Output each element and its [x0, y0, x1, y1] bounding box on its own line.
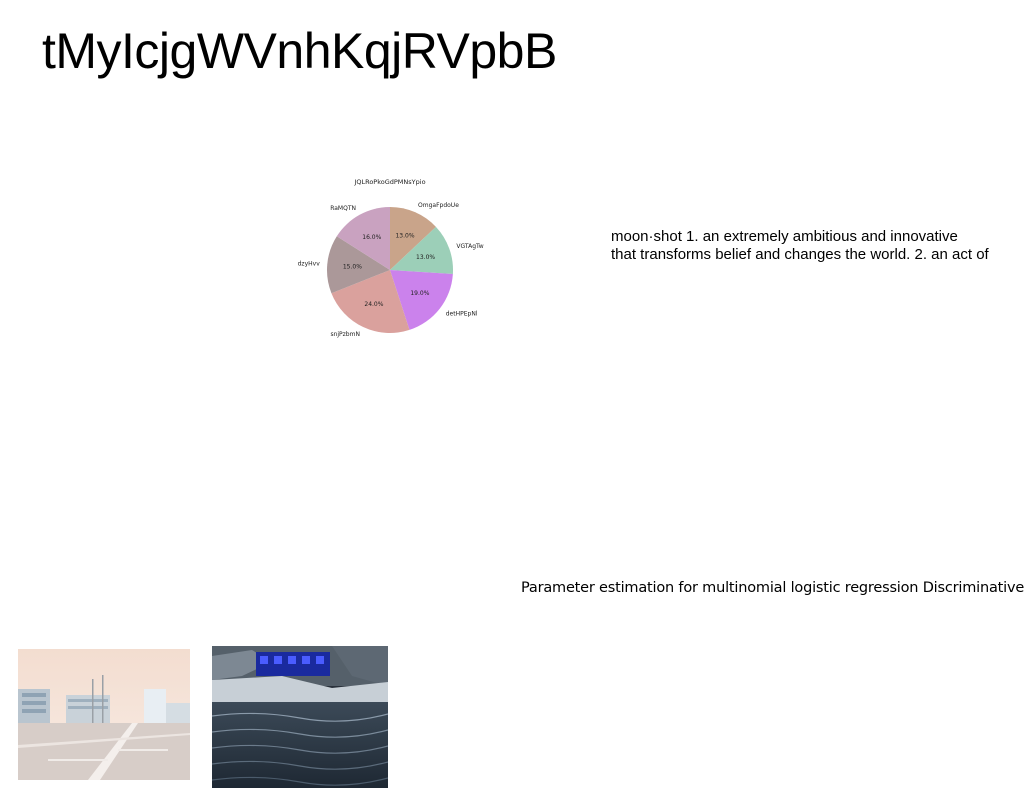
pie-chart-svg: JQLRoPkoGdPMNsYpio 13.0% OmgaFpdoUe 13.0% V…: [298, 178, 484, 338]
pie-slice-dzyHvv: [326, 236, 390, 294]
pie-slice-snjPzbmN: [331, 270, 410, 334]
pie-pct-label: 24.0%: [364, 301, 383, 308]
pie-slice-OmgaFpdoUe: [390, 207, 436, 270]
page-title: tMyIcjgWVnhKqjRVpbB: [42, 23, 557, 79]
pie-category-label: OmgaFpdoUe: [418, 202, 459, 209]
pie-pct-label: 19.0%: [410, 290, 429, 297]
chart-title: JQLRoPkoGdPMNsYpio: [353, 178, 425, 186]
definition-line-2: that transforms belief and changes the w…: [611, 246, 989, 263]
definition-line-1: moon·shot 1. an extremely ambitious and …: [611, 228, 958, 245]
pie-category-label: detHPEpNl: [446, 310, 478, 317]
pie-pct-label: 16.0%: [362, 234, 381, 241]
pie-pct-label: 13.0%: [416, 254, 435, 261]
pie-chart: JQLRoPkoGdPMNsYpio 13.0% OmgaFpdoUe 13.0% V…: [290, 170, 500, 360]
pie-pct-label: 13.0%: [395, 232, 414, 239]
pie-slice-VGTAgTw: [390, 226, 454, 274]
parking-lot-buildings-photo: [18, 649, 190, 780]
caption-text: Parameter estimation for multinomial log…: [521, 580, 1024, 596]
pie-pct-label: 15.0%: [343, 263, 362, 270]
pie-slice-detHPEpNl: [390, 270, 453, 330]
lake-cabin-photo: [212, 646, 388, 788]
pie-slice-RaMQTN: [336, 207, 390, 270]
pie-category-label: RaMQTN: [330, 205, 356, 212]
pie-category-label: dzyHvv: [298, 260, 321, 267]
definition-text: moon·shot 1. an extremely ambitious and …: [611, 228, 1021, 264]
pie-category-label: snjPzbmN: [330, 331, 360, 338]
pie-category-label: VGTAgTw: [456, 243, 483, 250]
